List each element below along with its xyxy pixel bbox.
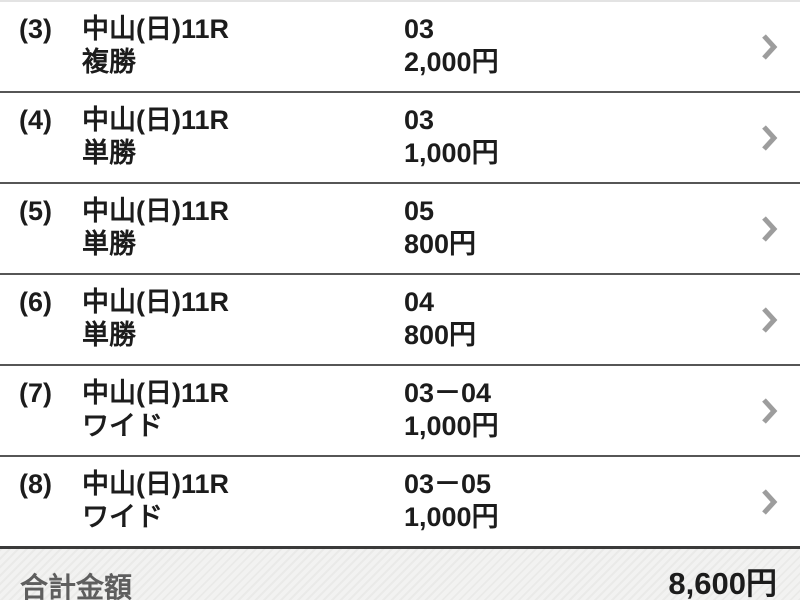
race-name: 中山(日)11R [82,196,230,226]
horse-selection: 03－05 [404,469,492,499]
race-and-bet-type: 中山(日)11R ワイド [82,468,229,534]
race-name: 中山(日)11R [82,378,230,408]
selection-and-amount: 03－05 1,000円 [404,468,499,534]
bet-number: (8) [19,469,52,499]
total-label: 合計金額 [20,572,133,600]
bet-type: ワイド [82,411,163,441]
horse-selection: 03 [404,105,435,135]
race-and-bet-type: 中山(日)11R 単勝 [82,104,229,170]
bet-number: (6) [19,287,52,317]
bet-number: (4) [19,105,52,135]
bet-list-row[interactable]: (3) 中山(日)11R 複勝 03 2,000円 [0,2,800,93]
bet-number: (3) [19,14,52,44]
bet-amount: 800円 [404,229,477,259]
chevron-right-icon [760,123,778,153]
bet-list-row[interactable]: (7) 中山(日)11R ワイド 03－04 1,000円 [0,366,800,457]
bet-list-row[interactable]: (6) 中山(日)11R 単勝 04 800円 [0,275,800,366]
bet-number: (7) [19,378,52,408]
bet-number: (5) [19,196,52,226]
race-name: 中山(日)11R [82,105,230,135]
bet-amount: 1,000円 [404,138,499,168]
bet-type: 単勝 [82,229,136,259]
chevron-right-icon [760,214,778,244]
race-name: 中山(日)11R [82,469,230,499]
bet-type: ワイド [82,502,163,532]
selection-and-amount: 05 800円 [404,195,476,261]
chevron-right-icon [760,305,778,335]
bet-list-row[interactable]: (5) 中山(日)11R 単勝 05 800円 [0,184,800,275]
bet-list-row[interactable]: (8) 中山(日)11R ワイド 03－05 1,000円 [0,457,800,549]
bet-amount: 2,000円 [404,47,499,77]
bet-type: 複勝 [82,47,136,77]
chevron-right-icon [760,487,778,517]
race-and-bet-type: 中山(日)11R 複勝 [82,13,229,79]
horse-selection: 03 [404,14,435,44]
selection-and-amount: 03－04 1,000円 [404,377,499,443]
horse-selection: 03－04 [404,378,492,408]
bet-list: (3) 中山(日)11R 複勝 03 2,000円 (4) 中山(日)11R 単勝 0… [0,2,800,549]
horse-selection: 04 [404,287,435,317]
race-and-bet-type: 中山(日)11R 単勝 [82,286,229,352]
race-and-bet-type: 中山(日)11R 単勝 [82,195,229,261]
total-amount: 8,600円 [668,566,777,600]
bet-type: 単勝 [82,320,136,350]
chevron-right-icon [760,396,778,426]
selection-and-amount: 03 2,000円 [404,13,499,79]
race-and-bet-type: 中山(日)11R ワイド [82,377,229,443]
selection-and-amount: 04 800円 [404,286,476,352]
bet-amount: 1,000円 [404,411,499,441]
race-name: 中山(日)11R [82,287,230,317]
bet-amount: 800円 [404,320,477,350]
bet-amount: 1,000円 [404,502,499,532]
chevron-right-icon [760,32,778,62]
horse-selection: 05 [404,196,435,226]
bet-list-row[interactable]: (4) 中山(日)11R 単勝 03 1,000円 [0,93,800,184]
bet-type: 単勝 [82,138,136,168]
selection-and-amount: 03 1,000円 [404,104,499,170]
race-name: 中山(日)11R [82,14,230,44]
total-bar: 合計金額 8,600円 [0,549,800,600]
